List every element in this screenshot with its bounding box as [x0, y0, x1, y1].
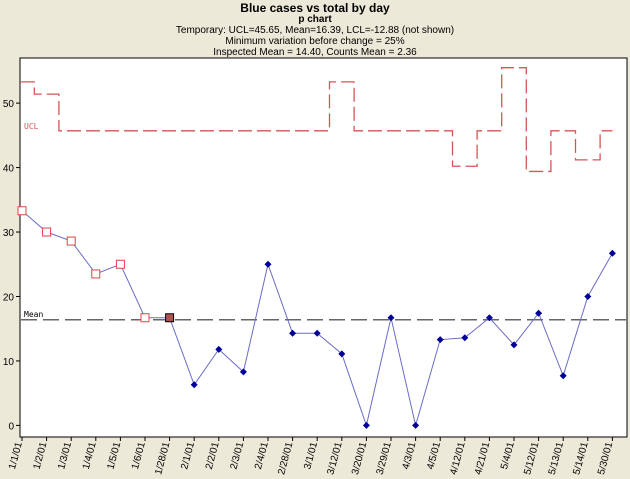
x-tick-label: 2/28/01 [276, 441, 295, 476]
x-tick-label: 1/6/01 [130, 441, 148, 471]
x-tick-label: 2/4/01 [253, 441, 271, 471]
data-point-diamond [313, 329, 321, 337]
x-tick-label: 5/30/01 [596, 441, 615, 476]
data-point-open-square [91, 269, 101, 279]
y-tick-label: 50 [3, 99, 15, 110]
y-tick-label: 0 [8, 421, 14, 432]
data-point-diamond [190, 381, 198, 389]
x-tick-label: 5/4/01 [499, 441, 517, 471]
y-tick-label: 10 [3, 357, 15, 368]
x-tick-label: 1/28/01 [153, 441, 172, 476]
data-point-filled-square [165, 313, 175, 323]
x-tick-label: 5/14/01 [571, 441, 590, 476]
data-point-diamond [264, 260, 272, 268]
x-tick-label: 3/29/01 [375, 441, 394, 476]
x-tick-label: 3/12/01 [325, 441, 344, 476]
mean-label: Mean [24, 310, 43, 319]
x-tick-label: 3/1/01 [302, 441, 320, 471]
data-point-diamond [559, 372, 567, 380]
x-tick-label: 1/3/01 [56, 441, 74, 471]
x-tick-label: 1/5/01 [105, 441, 123, 471]
y-tick-label: 40 [3, 164, 15, 175]
data-point-diamond [510, 341, 518, 349]
data-point-diamond [436, 336, 444, 344]
ucl-label: UCL [24, 122, 39, 131]
ucl-line [21, 67, 613, 173]
data-point-diamond [461, 334, 469, 342]
x-tick-label: 4/3/01 [401, 441, 419, 471]
data-point-diamond [215, 345, 223, 353]
info-line-temporary-limits: Temporary: UCL=45.65, Mean=16.39, LCL=-1… [175, 25, 455, 36]
data-point-open-square [66, 236, 76, 246]
x-tick-label: 5/12/01 [522, 441, 541, 476]
data-point-diamond [338, 350, 346, 358]
data-point-diamond [362, 421, 370, 429]
x-tick-label: 1/2/01 [32, 441, 50, 471]
data-point-open-square [140, 313, 150, 323]
plot-area [19, 57, 628, 438]
x-tick-label: 4/5/01 [425, 441, 443, 471]
chart-title: Blue cases vs total by day [240, 1, 390, 15]
data-point-diamond [535, 309, 543, 317]
data-point-diamond [608, 249, 616, 257]
data-point-diamond [387, 314, 395, 322]
data-point-diamond [584, 292, 592, 300]
x-tick-label: 4/12/01 [448, 441, 467, 476]
data-point-diamond [412, 421, 420, 429]
y-tick-label: 30 [3, 228, 15, 239]
info-line-means: Inspected Mean = 14.40, Counts Mean = 2.… [213, 47, 417, 58]
x-tick-label: 2/3/01 [228, 441, 246, 471]
data-point-diamond [485, 314, 493, 322]
x-tick-label: 1/1/01 [7, 441, 25, 471]
x-tick-label: 3/20/01 [350, 441, 369, 476]
x-tick-label: 4/21/01 [473, 441, 492, 476]
data-point-open-square [17, 206, 27, 216]
data-point-open-square [42, 227, 52, 237]
x-tick-label: 2/1/01 [179, 441, 197, 471]
x-tick-label: 2/2/01 [204, 441, 222, 471]
data-point-diamond [289, 329, 297, 337]
chart-subtitle: p chart [298, 14, 332, 25]
data-point-diamond [239, 368, 247, 376]
y-tick-label: 20 [3, 292, 15, 303]
x-tick-label: 5/13/01 [547, 441, 566, 476]
info-line-min-variation: Minimum variation before change = 25% [225, 36, 405, 47]
x-tick-label: 1/4/01 [81, 441, 99, 471]
data-point-open-square [115, 259, 125, 269]
